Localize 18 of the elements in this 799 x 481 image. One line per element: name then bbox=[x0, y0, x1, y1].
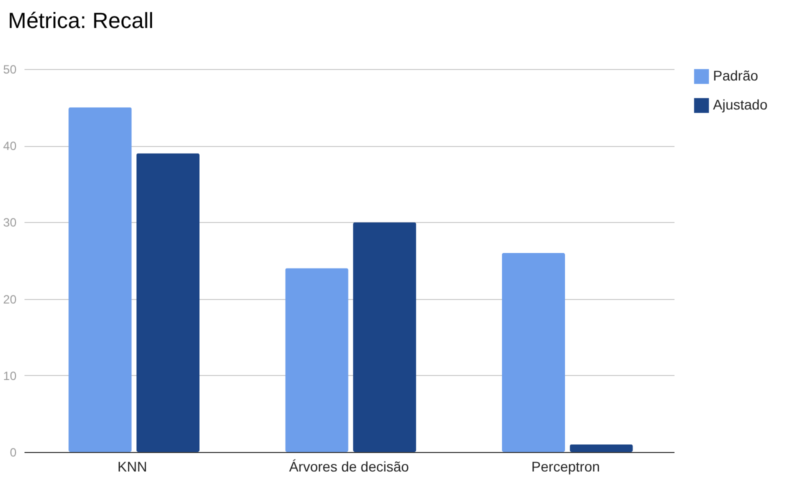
y-tick-label: 10 bbox=[3, 368, 17, 383]
bar bbox=[353, 222, 416, 452]
y-tick-label: 0 bbox=[10, 446, 17, 460]
y-tick-label: 50 bbox=[3, 62, 17, 76]
x-tick-label: KNN bbox=[118, 458, 148, 474]
y-tick-label: 40 bbox=[3, 139, 17, 154]
bar bbox=[570, 444, 633, 452]
bar bbox=[502, 252, 566, 452]
chart-title: Métrica: Recall bbox=[8, 8, 154, 33]
legend-label: Padrão bbox=[713, 68, 758, 84]
bar bbox=[136, 153, 200, 452]
y-tick-label: 20 bbox=[3, 292, 17, 306]
legend-label: Ajustado bbox=[713, 96, 768, 112]
x-tick-label: Árvores de decisão bbox=[289, 458, 410, 474]
y-tick-label: 30 bbox=[3, 216, 17, 230]
x-tick-label: Perceptron bbox=[531, 458, 600, 474]
bar bbox=[285, 268, 348, 452]
bar bbox=[68, 107, 132, 452]
